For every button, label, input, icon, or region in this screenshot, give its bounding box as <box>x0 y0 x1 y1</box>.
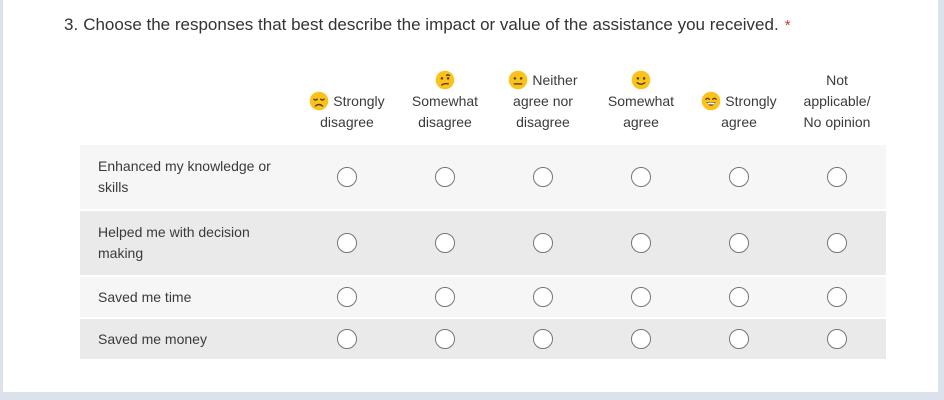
neutral-face-icon <box>509 70 528 90</box>
slightly-smiling-face-icon <box>631 70 651 90</box>
row-label: Saved me time <box>80 277 298 317</box>
matrix-corner-cell <box>80 66 298 143</box>
radio-r1-c6[interactable] <box>827 167 847 187</box>
radio-r2-c6[interactable] <box>827 233 847 253</box>
radio-r4-c3[interactable] <box>533 329 553 349</box>
required-asterisk: * <box>784 17 791 34</box>
radio-r2-c4[interactable] <box>631 233 651 253</box>
radio-r3-c2[interactable] <box>435 287 455 307</box>
radio-r3-c1[interactable] <box>337 287 357 307</box>
section-divider <box>0 392 944 400</box>
likert-matrix: Strongly disagree Somewhat disagree <box>80 64 886 361</box>
matrix-row-decision: Helped me with decision making <box>80 211 886 275</box>
column-header-somewhat-agree: Somewhat agree <box>592 66 690 143</box>
radio-r3-c3[interactable] <box>533 287 553 307</box>
radio-r2-c1[interactable] <box>337 233 357 253</box>
row-label: Enhanced my knowledge or skills <box>80 145 298 209</box>
question-number: 3. <box>64 15 79 34</box>
radio-r2-c3[interactable] <box>533 233 553 253</box>
question-title: 3. Choose the responses that best describ… <box>64 14 904 37</box>
column-label: Neither agree nor disagree <box>513 72 578 130</box>
radio-r1-c2[interactable] <box>435 167 455 187</box>
column-label: Strongly agree <box>721 93 777 130</box>
radio-r3-c5[interactable] <box>729 287 749 307</box>
matrix-row-knowledge: Enhanced my knowledge or skills <box>80 145 886 209</box>
radio-r1-c5[interactable] <box>729 167 749 187</box>
column-label: Not applicable/ No opinion <box>803 72 871 130</box>
column-header-strongly-disagree: Strongly disagree <box>298 66 396 143</box>
matrix-header-row: Strongly disagree Somewhat disagree <box>80 66 886 143</box>
confused-face-icon <box>435 70 455 90</box>
radio-r2-c5[interactable] <box>729 233 749 253</box>
column-header-somewhat-disagree: Somewhat disagree <box>396 66 494 143</box>
radio-r1-c3[interactable] <box>533 167 553 187</box>
matrix-row-time: Saved me time <box>80 277 886 317</box>
column-label: Somewhat agree <box>607 93 675 130</box>
row-label: Saved me money <box>80 319 298 359</box>
column-label: Somewhat disagree <box>411 93 479 130</box>
radio-r4-c5[interactable] <box>729 329 749 349</box>
panel-right-edge <box>938 0 944 400</box>
radio-r4-c2[interactable] <box>435 329 455 349</box>
radio-r4-c6[interactable] <box>827 329 847 349</box>
radio-r3-c4[interactable] <box>631 287 651 307</box>
radio-r4-c4[interactable] <box>631 329 651 349</box>
question-text: Choose the responses that best describe … <box>83 15 779 34</box>
radio-r2-c2[interactable] <box>435 233 455 253</box>
panel-left-edge <box>0 0 3 400</box>
column-header-neither: Neither agree nor disagree <box>494 66 592 143</box>
radio-r1-c1[interactable] <box>337 167 357 187</box>
radio-r1-c4[interactable] <box>631 167 651 187</box>
column-label: Strongly disagree <box>320 93 385 130</box>
column-header-not-applicable: Not applicable/ No opinion <box>788 66 886 143</box>
row-label: Helped me with decision making <box>80 211 298 275</box>
column-header-strongly-agree: Strongly agree <box>690 66 788 143</box>
frowning-face-icon <box>310 91 329 111</box>
grinning-face-icon <box>702 91 721 111</box>
matrix-row-money: Saved me money <box>80 319 886 359</box>
radio-r3-c6[interactable] <box>827 287 847 307</box>
radio-r4-c1[interactable] <box>337 329 357 349</box>
